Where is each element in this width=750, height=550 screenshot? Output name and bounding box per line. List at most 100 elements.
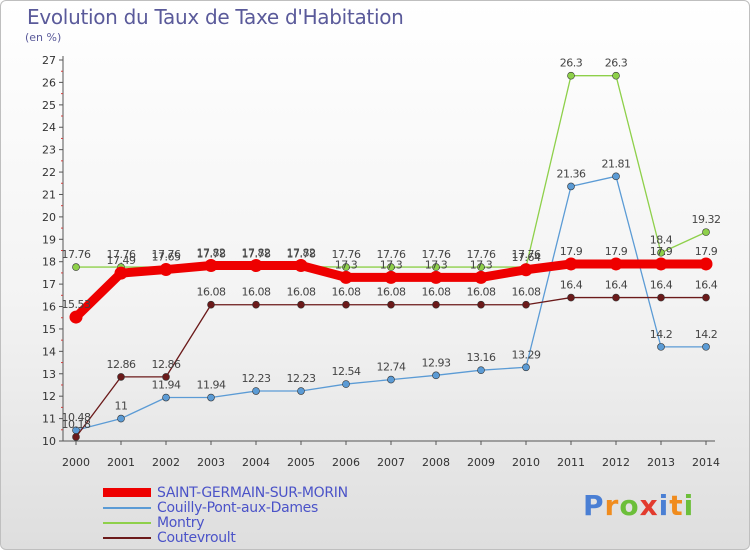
y-tick-label: 10 bbox=[42, 435, 56, 448]
data-point bbox=[387, 375, 395, 384]
data-point bbox=[207, 393, 215, 402]
y-tick-label: 24 bbox=[42, 121, 56, 134]
legend-swatch bbox=[103, 506, 151, 509]
data-label: 16.4 bbox=[560, 279, 583, 292]
data-label: 11 bbox=[115, 400, 128, 413]
logo-letter: x bbox=[639, 489, 659, 522]
legend-swatch bbox=[103, 536, 151, 539]
data-label: 12.74 bbox=[377, 361, 406, 374]
y-tick-label: 15 bbox=[42, 323, 56, 336]
logo-letter: t bbox=[669, 489, 684, 522]
data-label: 17.76 bbox=[62, 248, 91, 261]
series-line bbox=[75, 75, 707, 268]
data-point bbox=[702, 293, 710, 302]
data-label: 16.08 bbox=[512, 286, 541, 299]
y-tick-label: 18 bbox=[42, 256, 56, 269]
data-point bbox=[519, 263, 533, 277]
data-label: 16.4 bbox=[650, 279, 673, 292]
data-point bbox=[432, 263, 440, 271]
y-tick-label: 17 bbox=[42, 278, 56, 291]
data-point bbox=[432, 300, 440, 309]
y-tick-label: 13 bbox=[42, 368, 56, 381]
data-point bbox=[654, 257, 668, 271]
data-label: 16.08 bbox=[422, 286, 451, 299]
data-point bbox=[699, 257, 713, 271]
data-point bbox=[657, 343, 665, 351]
data-point bbox=[342, 300, 350, 309]
data-label: 21.36 bbox=[557, 167, 586, 180]
data-label: 16.08 bbox=[287, 286, 316, 299]
data-label: 10.18 bbox=[62, 418, 91, 431]
data-label: 17.76 bbox=[107, 248, 136, 261]
data-point bbox=[114, 266, 128, 280]
data-label: 12.23 bbox=[287, 372, 316, 385]
data-point bbox=[567, 182, 575, 191]
data-label: 11.94 bbox=[152, 379, 181, 392]
data-label: 17.82 bbox=[197, 247, 226, 260]
y-tick-label: 22 bbox=[42, 166, 56, 179]
data-point bbox=[384, 270, 398, 284]
data-label: 12.93 bbox=[422, 356, 451, 369]
data-label: 17.9 bbox=[560, 245, 583, 258]
data-label: 17.9 bbox=[695, 245, 718, 258]
data-point bbox=[477, 263, 485, 271]
data-point bbox=[339, 270, 353, 284]
data-label: 11.94 bbox=[197, 379, 226, 392]
data-label: 16.4 bbox=[605, 279, 628, 292]
data-label: 17.3 bbox=[335, 258, 358, 271]
data-label: 26.3 bbox=[605, 57, 628, 70]
data-point bbox=[567, 293, 575, 302]
chart-title: Evolution du Taux de Taxe d'Habitation bbox=[27, 5, 404, 29]
data-label: 17.82 bbox=[242, 247, 271, 260]
x-tick-label: 2007 bbox=[377, 456, 405, 469]
data-point bbox=[117, 414, 125, 423]
data-point bbox=[657, 248, 665, 257]
legend-label: Coutevroult bbox=[157, 529, 236, 546]
data-label: 17.76 bbox=[377, 248, 406, 261]
data-label: 17.3 bbox=[470, 258, 493, 271]
data-label: 14.2 bbox=[695, 328, 718, 341]
data-label: 18.4 bbox=[650, 234, 673, 247]
x-tick-label: 2011 bbox=[557, 456, 585, 469]
data-point bbox=[567, 71, 575, 80]
data-point bbox=[387, 300, 395, 309]
data-point bbox=[72, 433, 80, 441]
data-point bbox=[702, 228, 710, 236]
data-point bbox=[207, 300, 215, 309]
y-tick-label: 20 bbox=[42, 211, 56, 224]
data-label: 12.86 bbox=[152, 358, 181, 371]
data-label: 17.76 bbox=[422, 248, 451, 261]
y-tick-label: 25 bbox=[42, 99, 56, 112]
x-tick-label: 2012 bbox=[602, 456, 630, 469]
data-label: 12.86 bbox=[107, 358, 136, 371]
logo-letter: i bbox=[683, 489, 695, 522]
data-point bbox=[342, 263, 350, 271]
data-label: 21.81 bbox=[602, 157, 631, 170]
y-tick-label: 26 bbox=[42, 76, 56, 89]
data-label: 13.16 bbox=[467, 351, 496, 364]
data-point bbox=[432, 371, 440, 380]
data-label: 17.3 bbox=[380, 258, 403, 271]
data-label: 16.4 bbox=[695, 279, 718, 292]
data-point bbox=[477, 366, 485, 374]
y-tick-label: 23 bbox=[42, 144, 56, 157]
data-point bbox=[159, 263, 173, 277]
logo-letter: r bbox=[604, 489, 620, 522]
x-tick-label: 2008 bbox=[422, 456, 450, 469]
x-tick-label: 2006 bbox=[332, 456, 360, 469]
x-tick-label: 2005 bbox=[287, 456, 315, 469]
data-point bbox=[612, 293, 620, 302]
legend-item: Couilly-Pont-aux-Dames bbox=[103, 500, 403, 516]
data-label: 17.82 bbox=[287, 247, 316, 260]
data-label: 17.76 bbox=[332, 248, 361, 261]
data-point bbox=[609, 257, 623, 271]
data-label: 13.29 bbox=[512, 348, 541, 361]
logo-letter: o bbox=[619, 489, 640, 522]
data-label: 14.2 bbox=[650, 328, 673, 341]
y-axis-unit: (en %) bbox=[25, 31, 62, 44]
x-tick-label: 2013 bbox=[647, 456, 675, 469]
data-point bbox=[72, 263, 80, 271]
data-point bbox=[249, 259, 263, 273]
